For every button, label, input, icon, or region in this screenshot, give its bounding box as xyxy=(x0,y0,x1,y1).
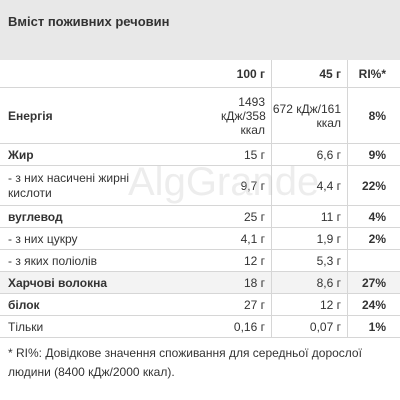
value-45g: 4,4 г xyxy=(272,166,348,205)
value-ri: 9% xyxy=(368,147,386,162)
value-100g: 27 г xyxy=(222,294,272,315)
table-row-polyols: - з яких поліолів 12 г 5,3 г xyxy=(0,250,400,272)
nutrient-name: - з яких поліолів xyxy=(8,253,97,268)
nutrient-name-cell: - з них насичені жирні кислоти xyxy=(8,166,228,205)
table-row-protein: білок 27 г 12 г 24% xyxy=(0,294,400,316)
value-ri: 27% xyxy=(361,275,386,290)
nutrient-name: - з них цукру xyxy=(8,231,78,246)
value-45g: 12 г xyxy=(272,294,348,315)
nutrient-name: Тільки xyxy=(8,319,44,334)
column-header-row: 100 г 45 г RI%* xyxy=(0,60,400,88)
value-ri: 8% xyxy=(368,108,386,123)
ri-footnote: * RI%: Довідкове значення споживання для… xyxy=(8,346,362,379)
value-45g: 1,9 г xyxy=(272,228,348,249)
value-100g: 0,16 г xyxy=(222,316,272,337)
value-100g: 9,7 г xyxy=(222,166,272,205)
table-row-sugar: - з них цукру 4,1 г 1,9 г 2% xyxy=(0,228,400,250)
value-100g: 1493 кДж/358 ккал xyxy=(221,94,266,137)
value-ri: 2% xyxy=(368,231,386,246)
value-ri: 24% xyxy=(361,297,386,312)
value-100g: 4,1 г xyxy=(222,228,272,249)
value-45g: 6,6 г xyxy=(272,144,348,165)
value-45g: 0,07 г xyxy=(272,316,348,337)
value-ri xyxy=(348,250,392,271)
value-100g-cell: 1493 кДж/358 ккал xyxy=(221,88,272,143)
table-row-fat: Жир 15 г 6,6 г 9% xyxy=(0,144,400,166)
value-100g: 15 г xyxy=(222,144,272,165)
value-100g: 18 г xyxy=(222,272,272,293)
value-100g: 25 г xyxy=(222,206,272,227)
value-100g: 12 г xyxy=(222,250,272,271)
table-row-salt: Тільки 0,16 г 0,07 г 1% xyxy=(0,316,400,338)
value-45g: 672 кДж/161 ккал xyxy=(272,101,341,130)
value-45g: 8,6 г xyxy=(272,272,348,293)
nutrient-name: Жир xyxy=(8,147,34,162)
table-row-saturated-fat: - з них насичені жирні кислоти 9,7 г 4,4… xyxy=(0,166,400,206)
table-title: Вміст поживних речовин xyxy=(8,14,170,29)
table-header-band: Вміст поживних речовин xyxy=(0,0,400,60)
table-row-fiber: Харчові волокна 18 г 8,6 г 27% xyxy=(0,272,400,294)
nutrient-name: білок xyxy=(8,297,40,312)
value-45g-cell: 672 кДж/161 ккал xyxy=(272,88,348,143)
table-row-carbohydrate: вуглевод 25 г 11 г 4% xyxy=(0,206,400,228)
nutrient-name: вуглевод xyxy=(8,209,63,224)
column-header-100g: 100 г xyxy=(222,60,272,87)
value-ri: 1% xyxy=(368,319,386,334)
column-header-ri: RI%* xyxy=(358,66,386,81)
value-45g: 11 г xyxy=(272,206,348,227)
value-ri: 22% xyxy=(361,178,386,193)
nutrient-name: - з них насичені жирні кислоти xyxy=(8,170,130,200)
nutrient-name: Енергія xyxy=(8,108,53,123)
column-header-45g: 45 г xyxy=(272,60,348,87)
value-ri: 4% xyxy=(368,209,386,224)
table-row-energy: Енергія 1493 кДж/358 ккал 672 кДж/161 кк… xyxy=(0,88,400,144)
nutrient-name: Харчові волокна xyxy=(8,275,108,290)
value-45g: 5,3 г xyxy=(272,250,348,271)
